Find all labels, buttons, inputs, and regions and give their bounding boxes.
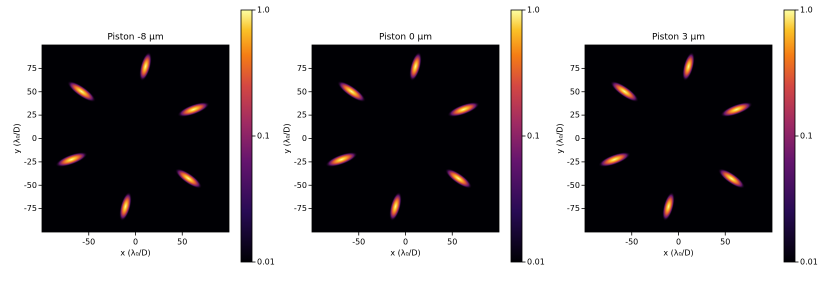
colorbar-tick-label: 0.1 (257, 132, 270, 141)
colorbar-tick-label: 0.01 (527, 258, 545, 267)
colorbar (240, 9, 253, 263)
axes-title: Piston 0 μm (379, 33, 432, 43)
y-tick-label: -75 (567, 204, 580, 213)
colorbar-tick-label: 1.0 (800, 6, 813, 15)
heatmap-image (42, 45, 229, 232)
y-tick-label: 50 (27, 87, 37, 96)
heatmap-image (312, 45, 499, 232)
colorbar-tick-label: 0.01 (800, 258, 818, 267)
y-tick-label: 75 (570, 64, 580, 73)
colorbar (510, 9, 523, 263)
x-tick-label: 50 (177, 238, 187, 247)
x-axis-label: x (λ₀/D) (663, 249, 693, 258)
colorbar-tick-label: 0.1 (527, 132, 540, 141)
y-tick-label: -25 (294, 157, 307, 166)
colorbar-tick-label: 1.0 (257, 6, 270, 15)
x-tick-label: -50 (625, 238, 638, 247)
x-tick-label: 0 (133, 238, 138, 247)
colorbar (783, 9, 796, 263)
y-tick-label: 0 (575, 134, 580, 143)
y-tick-label: 25 (570, 111, 580, 120)
x-tick-label: 50 (720, 238, 730, 247)
x-tick-label: 0 (403, 238, 408, 247)
axes-title: Piston -8 μm (107, 33, 163, 43)
y-tick-label: 50 (297, 87, 307, 96)
y-axis-label: y (λ₀/D) (13, 123, 22, 153)
y-tick-label: 25 (27, 111, 37, 120)
x-axis-label: x (λ₀/D) (120, 249, 150, 258)
y-axis-label: y (λ₀/D) (556, 123, 565, 153)
x-tick-label: 50 (447, 238, 457, 247)
x-tick-label: -50 (352, 238, 365, 247)
x-tick-label: 0 (676, 238, 681, 247)
y-tick-label: -75 (294, 204, 307, 213)
y-tick-label: -50 (24, 181, 37, 190)
y-tick-label: -25 (567, 157, 580, 166)
y-tick-label: 50 (570, 87, 580, 96)
x-tick-label: -50 (82, 238, 95, 247)
y-tick-label: -50 (567, 181, 580, 190)
y-axis-label: y (λ₀/D) (283, 123, 292, 153)
y-tick-label: -75 (24, 204, 37, 213)
y-tick-label: 75 (27, 64, 37, 73)
heatmap-image (585, 45, 772, 232)
y-tick-label: 0 (302, 134, 307, 143)
x-axis-label: x (λ₀/D) (390, 249, 420, 258)
y-tick-label: -25 (24, 157, 37, 166)
y-tick-label: 75 (297, 64, 307, 73)
colorbar-tick-label: 0.01 (257, 258, 275, 267)
y-tick-label: 25 (297, 111, 307, 120)
y-tick-label: -50 (294, 181, 307, 190)
colorbar-tick-label: 0.1 (800, 132, 813, 141)
y-tick-label: 0 (32, 134, 37, 143)
axes-title: Piston 3 μm (652, 33, 705, 43)
colorbar-tick-label: 1.0 (527, 6, 540, 15)
